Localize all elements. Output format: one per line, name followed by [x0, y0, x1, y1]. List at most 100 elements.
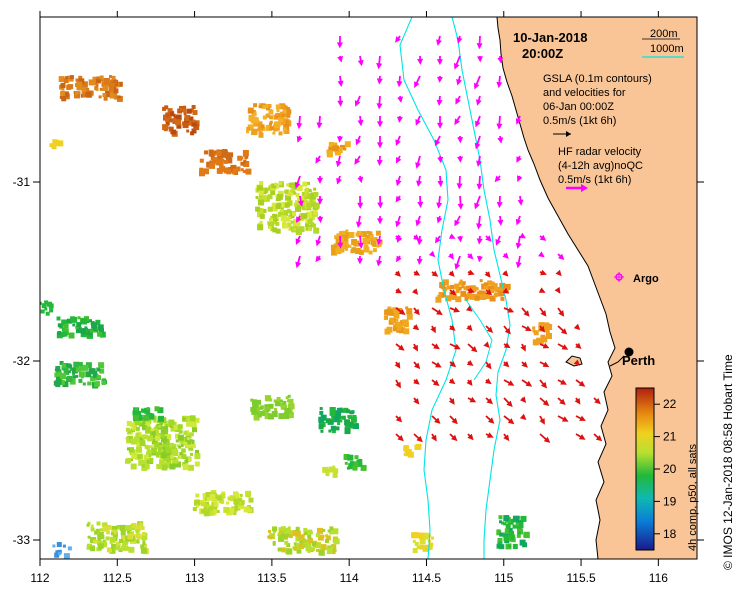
- sst-pixel: [120, 545, 126, 551]
- velocity-arrow: [539, 433, 551, 443]
- sst-pixel: [190, 421, 197, 428]
- velocity-arrow: [395, 195, 402, 203]
- sst-pixel: [59, 379, 65, 385]
- sst-pixel: [294, 220, 301, 227]
- velocity-arrow: [356, 215, 362, 228]
- sst-pixel: [288, 407, 293, 412]
- sst-pixel: [286, 548, 293, 555]
- sst-pixel: [329, 526, 334, 531]
- sst-pixel: [223, 167, 230, 174]
- sst-pixel: [284, 534, 288, 538]
- sst-pixel: [439, 282, 446, 288]
- sst-pixel: [348, 232, 355, 238]
- sst-pixel: [392, 307, 399, 314]
- velocity-arrow: [539, 269, 547, 276]
- y-tick-label: -33: [13, 533, 31, 547]
- sst-pixel: [533, 330, 539, 336]
- sst-pixel: [284, 408, 291, 414]
- sst-pixel: [122, 535, 128, 541]
- sst-pixel: [290, 184, 295, 189]
- velocity-arrow: [413, 378, 420, 385]
- sst-pixel: [461, 281, 466, 286]
- sst-pixel: [169, 463, 176, 470]
- sst-pixel: [144, 444, 149, 449]
- sst-pixel: [44, 307, 48, 311]
- sst-pixel: [172, 120, 176, 124]
- sst-pixel: [318, 416, 325, 423]
- velocity-arrow: [519, 232, 526, 239]
- sst-pixel: [144, 454, 149, 460]
- sst-pixel: [315, 533, 320, 538]
- sst-pixel: [194, 453, 201, 460]
- sst-pixel: [233, 491, 239, 497]
- sst-pixel: [77, 316, 81, 320]
- sst-pixel: [140, 526, 145, 531]
- sst-pixel: [66, 364, 69, 368]
- sst-pixel: [383, 316, 387, 320]
- velocity-arrow: [516, 155, 522, 163]
- sst-pixel: [325, 535, 331, 541]
- velocity-arrow: [454, 115, 461, 126]
- sst-pixel: [344, 461, 348, 465]
- velocity-arrow: [483, 341, 490, 348]
- sst-pixel: [59, 95, 63, 99]
- sst-pixel: [221, 149, 228, 156]
- sst-pixel: [149, 412, 153, 416]
- sst-pixel: [278, 529, 285, 536]
- sst-pixel: [541, 336, 548, 343]
- sst-pixel: [176, 123, 182, 129]
- sst-pixel: [136, 540, 140, 544]
- sst-pixel: [483, 285, 488, 290]
- velocity-arrow: [317, 196, 323, 205]
- sst-pixel: [461, 285, 465, 289]
- velocity-arrow: [555, 269, 562, 277]
- velocity-arrow: [494, 175, 501, 183]
- sst-pixel: [69, 333, 74, 338]
- sst-pixel: [57, 140, 64, 147]
- sst-pixel: [103, 96, 108, 101]
- sst-pixel: [130, 422, 136, 428]
- sst-pixel: [221, 158, 225, 162]
- sst-pixel: [71, 316, 78, 323]
- sst-pixel: [92, 327, 97, 331]
- sst-pixel: [282, 109, 287, 114]
- velocity-arrow: [557, 343, 569, 350]
- credit-text: © IMOS 12-Jan-2018 08:58 Hobart Time: [721, 354, 735, 570]
- sst-pixel: [295, 205, 301, 212]
- sst-pixel: [182, 108, 187, 113]
- sst-pixel: [135, 419, 142, 426]
- sst-pixel: [339, 419, 343, 423]
- sst-pixel: [404, 451, 410, 457]
- sst-pixel: [171, 449, 178, 456]
- sst-pixel: [156, 464, 162, 470]
- velocity-arrow: [503, 415, 515, 425]
- sst-pixel: [532, 329, 536, 333]
- legend-200m: 200m: [650, 28, 678, 40]
- velocity-arrow: [496, 195, 503, 209]
- velocity-arrow: [495, 235, 502, 246]
- sst-pixel: [160, 452, 167, 459]
- sst-pixel: [335, 410, 342, 417]
- sst-pixel: [503, 515, 510, 522]
- sst-pixel: [458, 281, 463, 286]
- velocity-arrow: [557, 307, 565, 317]
- gsla-legend-line2: and velocities for: [543, 87, 626, 99]
- colorbar-label: 4h comp, p50, all sats: [687, 443, 699, 551]
- sst-pixel: [305, 545, 312, 552]
- velocity-arrow: [557, 397, 566, 405]
- sst-pixel: [206, 497, 211, 501]
- sst-pixel: [96, 375, 101, 379]
- sst-pixel: [157, 424, 161, 428]
- velocity-arrow: [297, 195, 304, 207]
- sst-pixel: [299, 540, 303, 544]
- sst-pixel: [165, 121, 170, 126]
- sst-pixel: [162, 451, 166, 455]
- sst-pixel: [141, 408, 145, 413]
- velocity-arrow: [431, 379, 440, 386]
- velocity-arrow: [315, 255, 322, 263]
- velocity-arrow: [437, 155, 444, 164]
- sst-pixel: [138, 522, 143, 527]
- sst-pixel: [342, 239, 349, 246]
- gsla-legend-line4: 0.5m/s (1kt 6h): [543, 115, 616, 127]
- velocity-arrow: [395, 287, 402, 294]
